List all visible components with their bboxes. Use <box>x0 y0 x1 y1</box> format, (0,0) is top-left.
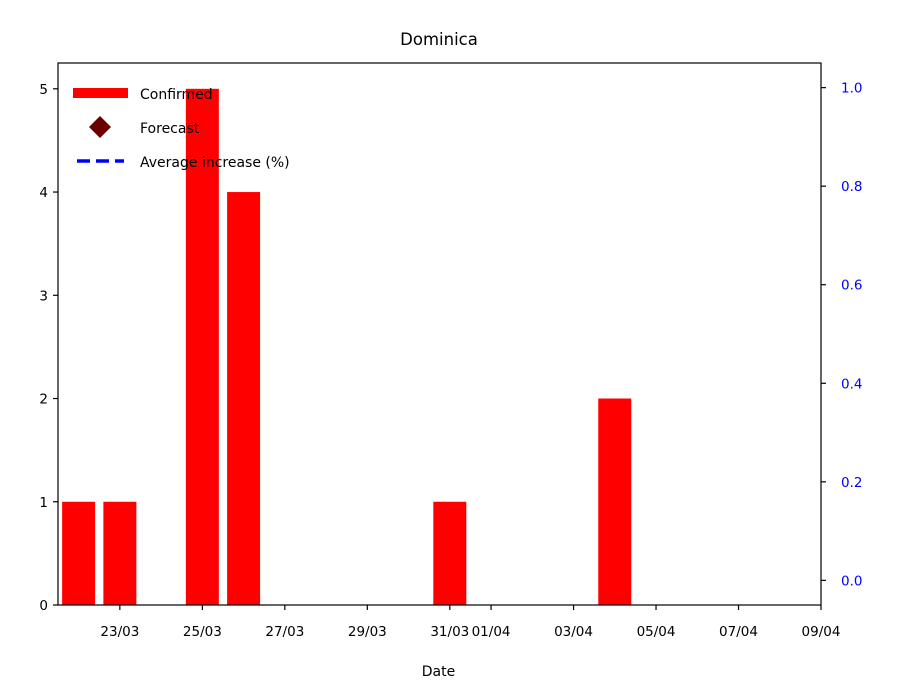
x-tick-label: 01/04 <box>472 624 511 640</box>
y2-tick-label: 1.0 <box>841 81 862 97</box>
x-tick-label: 31/03 <box>430 624 469 640</box>
bar-22-03 <box>62 501 96 605</box>
legend-label: Average increase (%) <box>140 155 290 171</box>
bar-31-03 <box>433 501 467 605</box>
y2-tick-label: 0.4 <box>841 376 862 392</box>
y-tick-label: 3 <box>39 288 48 304</box>
x-tick-label: 03/04 <box>554 624 593 640</box>
left-y-axis: 0 1 2 3 4 5 <box>39 82 58 614</box>
y2-tick-label: 0.0 <box>841 573 862 589</box>
bar-23-03 <box>103 501 137 605</box>
legend-swatch-forecast <box>89 116 111 138</box>
plot-frame <box>57 62 822 606</box>
chart-title: Dominica <box>400 30 478 49</box>
y-tick-label: 0 <box>39 598 48 614</box>
x-tick-label: 27/03 <box>265 624 304 640</box>
y-tick-label: 1 <box>39 495 48 511</box>
x-tick-label: 29/03 <box>348 624 387 640</box>
x-tick-label: 23/03 <box>100 624 139 640</box>
y2-tick-label: 0.2 <box>841 475 862 491</box>
x-axis-label: Date <box>422 664 455 680</box>
bar-04-04 <box>598 398 632 605</box>
legend: Confirmed Forecast Average increase (%) <box>73 87 290 171</box>
y-tick-label: 4 <box>39 185 48 201</box>
bar-26-03 <box>227 192 261 605</box>
y2-tick-label: 0.6 <box>841 278 862 294</box>
x-tick-label: 09/04 <box>802 624 841 640</box>
y-tick-label: 2 <box>39 392 48 408</box>
x-tick-label: 07/04 <box>719 624 758 640</box>
legend-label: Forecast <box>140 121 200 137</box>
bars-layer <box>62 88 632 605</box>
y2-tick-label: 0.8 <box>841 179 862 195</box>
x-tick-label: 25/03 <box>183 624 222 640</box>
x-axis: 23/03 25/03 27/03 29/03 31/03 01/04 03/04 05/04… <box>100 605 840 640</box>
bar-25-03 <box>185 88 219 605</box>
y-tick-label: 5 <box>39 82 48 98</box>
legend-label: Confirmed <box>140 87 213 103</box>
x-tick-label: 05/04 <box>637 624 676 640</box>
right-y-axis: 0.0 0.2 0.4 0.6 0.8 1.0 <box>821 81 862 589</box>
